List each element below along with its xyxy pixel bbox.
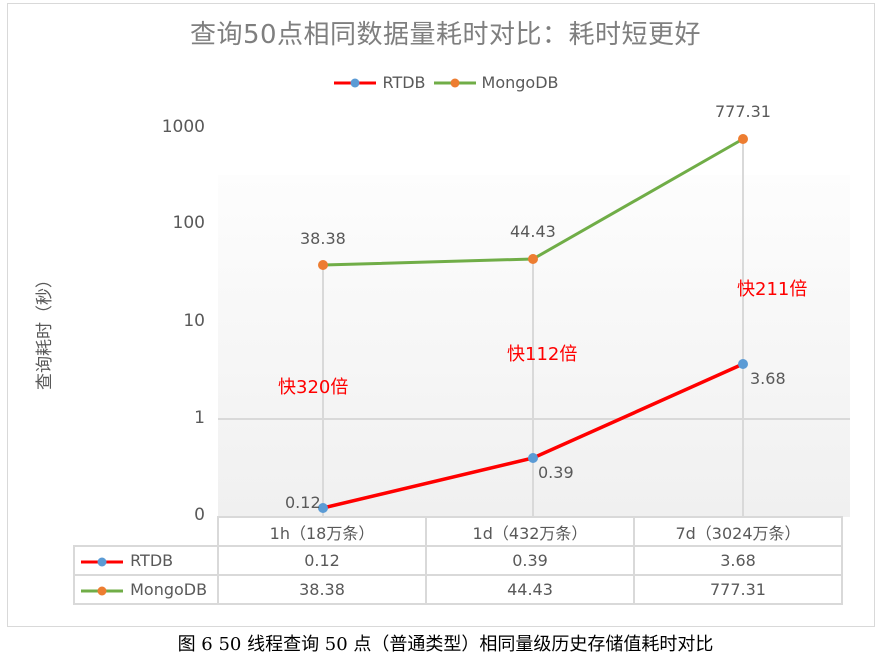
legend-label-mongodb: MongoDB	[481, 73, 559, 92]
point-mongodb-7d	[738, 134, 748, 144]
data-label-rtdb-1d: 0.39	[538, 463, 574, 482]
mongodb-legend-marker-icon	[433, 78, 476, 87]
point-mongodb-1d	[528, 254, 538, 264]
table-row-label-mongodb: MongoDB	[73, 574, 219, 605]
y-tick-100: 100	[172, 213, 205, 233]
data-label-mongodb-1d: 44.43	[510, 222, 556, 241]
point-mongodb-1h	[318, 260, 328, 270]
y-tick-1: 1	[194, 408, 205, 428]
data-label-mongodb-7d: 777.31	[715, 102, 771, 121]
point-rtdb-1h	[318, 503, 328, 513]
legend: RTDB MongoDB	[0, 73, 891, 92]
legend-item-mongodb: MongoDB	[432, 73, 559, 92]
y-tick-10: 10	[183, 311, 205, 331]
table-header-7d: 7d（3024万条）	[633, 516, 843, 547]
annotation-320x: 快320倍	[278, 377, 349, 398]
data-label-rtdb-1h: 0.12	[285, 493, 321, 512]
data-label-rtdb-7d: 3.68	[750, 369, 786, 388]
rtdb-legend-marker-icon	[334, 78, 377, 87]
annotation-211x: 快211倍	[737, 279, 808, 300]
legend-label-rtdb: RTDB	[382, 73, 426, 92]
y-tick-1000: 1000	[161, 117, 205, 137]
figure-caption: 图 6 50 线程查询 50 点（普通类型）相同量级历史存储值耗时对比	[177, 634, 714, 655]
chart-title: 查询50点相同数据量耗时对比：耗时短更好	[189, 20, 702, 50]
table-row: MongoDB 38.38 44.43 777.31	[73, 574, 843, 605]
table-row-label-rtdb: RTDB	[73, 545, 219, 576]
table-header-1h: 1h（18万条）	[217, 516, 427, 547]
table-cell: 0.12	[217, 545, 427, 576]
table-row: RTDB 0.12 0.39 3.68	[73, 545, 843, 576]
y-tick-0: 0	[194, 505, 205, 525]
rtdb-legend-marker-icon	[81, 557, 123, 566]
mongodb-legend-marker-icon	[81, 586, 123, 595]
table-cell: 0.39	[425, 545, 635, 576]
point-rtdb-1d	[528, 453, 538, 463]
table-cell: 38.38	[217, 574, 427, 605]
data-label-mongodb-1h: 38.38	[300, 229, 346, 248]
data-table-header-row: 1h（18万条） 1d（432万条） 7d（3024万条）	[74, 516, 843, 547]
table-cell: 3.68	[633, 545, 843, 576]
point-rtdb-7d	[738, 359, 748, 369]
annotation-112x: 快112倍	[507, 344, 578, 365]
table-cell: 44.43	[425, 574, 635, 605]
data-table: 1h（18万条） 1d（432万条） 7d（3024万条） RTDB 0.12 …	[73, 516, 843, 605]
legend-item-rtdb: RTDB	[332, 73, 426, 92]
table-header-1d: 1d（432万条）	[425, 516, 635, 547]
table-cell: 777.31	[633, 574, 843, 605]
